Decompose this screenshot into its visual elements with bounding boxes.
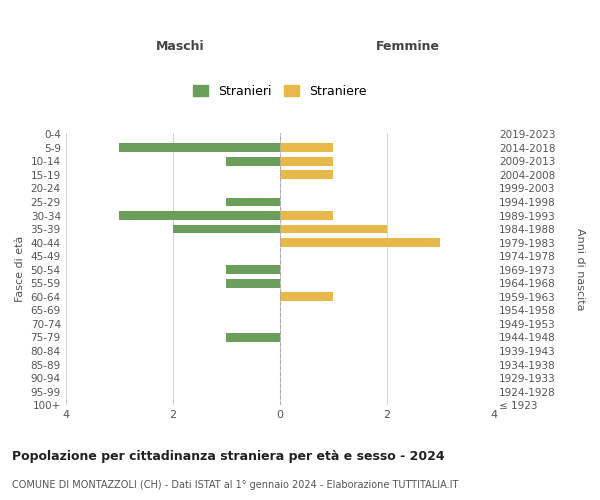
Bar [226, 279, 280, 287]
Bar [226, 333, 280, 342]
Bar [226, 266, 280, 274]
Text: Femmine: Femmine [376, 40, 440, 52]
Text: COMUNE DI MONTAZZOLI (CH) - Dati ISTAT al 1° gennaio 2024 - Elaborazione TUTTITA: COMUNE DI MONTAZZOLI (CH) - Dati ISTAT a… [12, 480, 458, 490]
Bar [173, 224, 280, 234]
Bar [226, 198, 280, 206]
Bar [280, 211, 334, 220]
Bar [280, 144, 334, 152]
Text: Popolazione per cittadinanza straniera per età e sesso - 2024: Popolazione per cittadinanza straniera p… [12, 450, 445, 463]
Bar [280, 170, 334, 179]
Legend: Stranieri, Straniere: Stranieri, Straniere [188, 80, 371, 103]
Bar [119, 144, 280, 152]
Bar [119, 211, 280, 220]
Bar [280, 224, 387, 234]
Bar [280, 157, 334, 166]
Bar [280, 238, 440, 247]
Bar [280, 292, 334, 301]
Text: Maschi: Maschi [155, 40, 205, 52]
Bar [226, 157, 280, 166]
Y-axis label: Anni di nascita: Anni di nascita [575, 228, 585, 310]
Y-axis label: Fasce di età: Fasce di età [15, 236, 25, 302]
